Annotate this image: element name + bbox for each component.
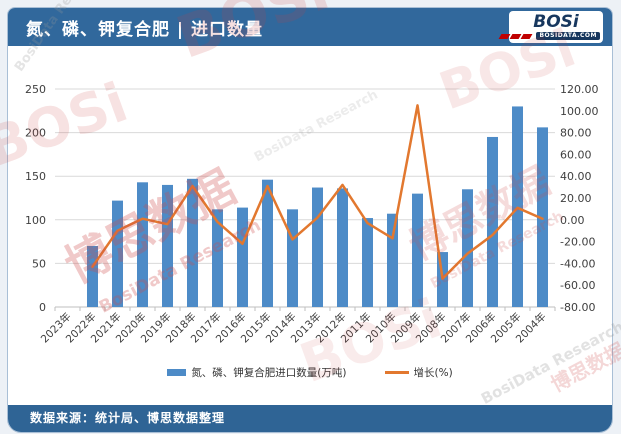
svg-text:100.00: 100.00 <box>560 105 599 118</box>
svg-text:150: 150 <box>25 170 46 183</box>
svg-text:0.00: 0.00 <box>560 214 585 227</box>
data-source-text: 数据来源：统计局、博思数据整理 <box>30 411 226 425</box>
bosi-logo-domain: BOSIDATA.COM <box>536 32 600 40</box>
chart-legend: 氮、磷、钾复合肥进口数量(万吨) 增长(%) <box>8 365 612 380</box>
legend-item-bars: 氮、磷、钾复合肥进口数量(万吨) <box>167 365 347 380</box>
legend-item-line: 增长(%) <box>384 365 453 380</box>
bar-series-swatch <box>167 369 187 376</box>
bosi-logo-text: BOSi <box>533 12 579 32</box>
svg-text:-40.00: -40.00 <box>560 257 595 270</box>
svg-text:-60.00: -60.00 <box>560 279 595 292</box>
svg-text:20.00: 20.00 <box>560 192 592 205</box>
chart-card: 氮、磷、钾复合肥 | 进口数量 BOSi BOSIDATA.COM 0 50 100… <box>7 7 613 433</box>
data-source-bar: 数据来源：统计局、博思数据整理 <box>8 405 612 432</box>
chart-header: 氮、磷、钾复合肥 | 进口数量 BOSi BOSIDATA.COM <box>8 8 612 46</box>
svg-text:100: 100 <box>25 214 46 227</box>
svg-text:0: 0 <box>39 301 46 314</box>
line-series-swatch <box>384 371 409 374</box>
svg-text:40.00: 40.00 <box>560 170 592 183</box>
svg-text:80.00: 80.00 <box>560 127 592 140</box>
logo-stripes-icon <box>499 33 533 39</box>
svg-text:250: 250 <box>25 83 46 96</box>
line-series-label: 增长(%) <box>413 367 453 379</box>
svg-text:50: 50 <box>32 257 46 270</box>
svg-text:-20.00: -20.00 <box>560 236 595 249</box>
svg-text:200: 200 <box>25 127 46 140</box>
import-volume-chart: 0 50 100 150 200 250 -80.00 -60.00 -40.00 -20.00 0… <box>8 46 614 366</box>
chart-title: 氮、磷、钾复合肥 | 进口数量 <box>26 19 264 40</box>
bar-series-label: 氮、磷、钾复合肥进口数量(万吨) <box>191 367 347 379</box>
chart-svg: 0 50 100 150 200 250 -80.00 -60.00 -40.00 -20.00 0… <box>25 83 599 345</box>
svg-text:60.00: 60.00 <box>560 148 592 161</box>
svg-text:120.00: 120.00 <box>560 83 599 96</box>
bosi-logo-bottom: BOSIDATA.COM <box>499 32 600 40</box>
bosi-logo: BOSi BOSIDATA.COM <box>499 11 603 43</box>
svg-text:-80.00: -80.00 <box>560 301 595 314</box>
